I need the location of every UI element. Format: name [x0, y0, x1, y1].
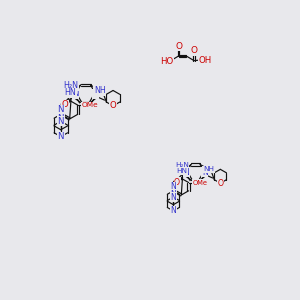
Text: O: O — [175, 41, 182, 50]
Text: N: N — [58, 114, 64, 123]
Text: O: O — [190, 46, 198, 55]
Text: N: N — [72, 89, 79, 98]
Text: N: N — [170, 206, 176, 215]
Text: O: O — [174, 178, 180, 187]
Text: O: O — [110, 101, 116, 110]
Text: HN: HN — [64, 88, 76, 97]
Text: N: N — [58, 132, 64, 141]
Text: OMe: OMe — [192, 179, 207, 185]
Text: N: N — [170, 193, 176, 202]
Text: O: O — [218, 179, 224, 188]
Text: OMe: OMe — [82, 102, 98, 108]
Text: N: N — [184, 168, 189, 177]
Text: H₂N: H₂N — [175, 162, 189, 168]
Text: HO: HO — [160, 57, 174, 66]
Text: H₂N: H₂N — [63, 81, 78, 90]
Text: NH: NH — [94, 86, 106, 95]
Text: OH: OH — [198, 56, 212, 65]
Text: N: N — [58, 105, 64, 114]
Text: N: N — [202, 168, 208, 177]
Text: N: N — [58, 117, 64, 126]
Text: HN: HN — [176, 168, 188, 174]
Text: O: O — [61, 100, 68, 109]
Text: N: N — [92, 89, 99, 98]
Text: NH: NH — [203, 166, 214, 172]
Text: N: N — [170, 190, 176, 199]
Text: N: N — [170, 182, 176, 191]
